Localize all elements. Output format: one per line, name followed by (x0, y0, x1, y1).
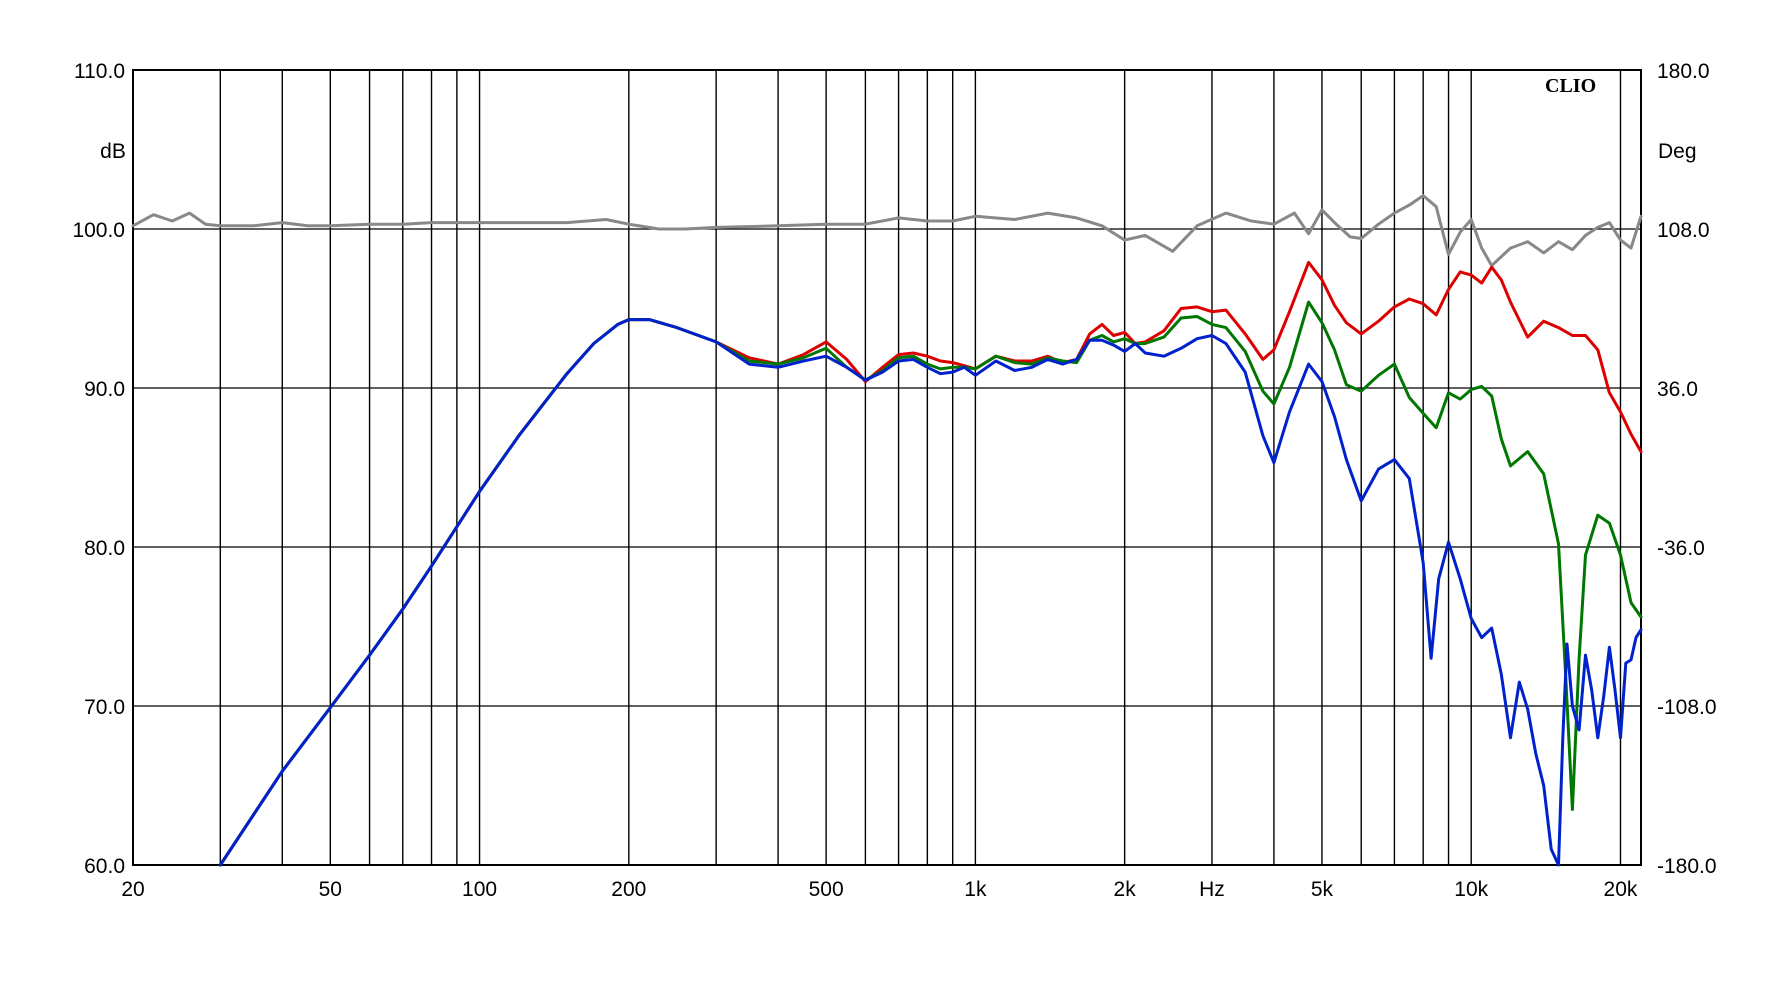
x-tick-label: 1k (964, 878, 987, 901)
y-tick-labels: 110.0 100.0 90.0 80.0 70.0 60.0 (72, 60, 125, 878)
x-tick-labels: 20 50 100 200 500 1k 2k Hz 5k 10k 20k (121, 878, 1638, 901)
y-tick-label: 90.0 (84, 378, 125, 401)
x-tick-label: 20 (121, 878, 144, 901)
y-unit-label: dB (100, 140, 126, 163)
y-tick-label: 80.0 (84, 537, 125, 560)
x-tick-label: 100 (462, 878, 497, 901)
x-tick-label: 200 (611, 878, 646, 901)
series-line-4 (218, 318, 1643, 867)
plot-frame (132, 69, 1642, 866)
y-tick-label: 110.0 (74, 60, 125, 83)
x-tick-label: 20k (1604, 878, 1638, 901)
y2-tick-label: -108.0 (1657, 696, 1717, 719)
y2-unit-label: Deg (1658, 140, 1697, 163)
series-layer (131, 194, 1643, 867)
y2-tick-label: 36.0 (1657, 378, 1698, 401)
x-tick-label: 500 (809, 878, 844, 901)
y2-tick-label: -36.0 (1657, 537, 1705, 560)
vertical-gridlines (219, 70, 1622, 865)
y-tick-label: 60.0 (84, 855, 125, 878)
y-tick-label: 70.0 (84, 696, 125, 719)
y2-tick-label: 108.0 (1657, 219, 1710, 242)
y2-tick-label: -180.0 (1657, 855, 1717, 878)
x-tick-label: 5k (1311, 878, 1334, 901)
x-tick-label: 10k (1454, 878, 1488, 901)
x-tick-label: 50 (319, 878, 342, 901)
series-line-1 (131, 194, 1643, 268)
x-tick-label: Hz (1199, 878, 1225, 901)
y2-tick-labels: 180.0 108.0 36.0 -36.0 -108.0 -180.0 (1657, 60, 1717, 878)
clio-logo: CLIO (1545, 75, 1596, 97)
y2-tick-label: 180.0 (1657, 60, 1710, 83)
x-tick-label: 2k (1114, 878, 1137, 901)
y-tick-label: 100.0 (72, 219, 125, 242)
